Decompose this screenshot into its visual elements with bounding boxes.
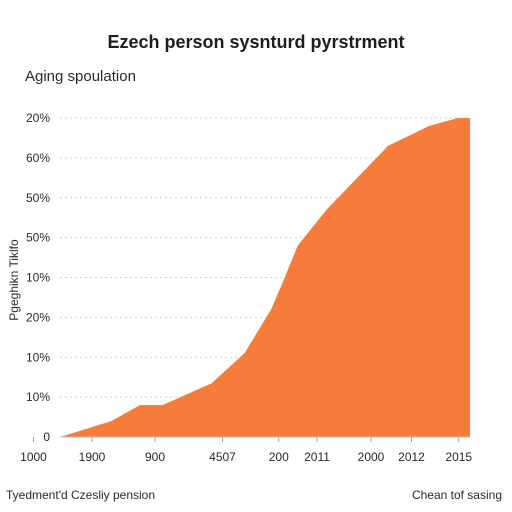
x-tick-label: 2012 bbox=[398, 450, 425, 464]
y-tick-label: 20% bbox=[26, 310, 50, 324]
data-area bbox=[60, 118, 470, 437]
chart-title: Ezech person sysnturd pyrstrment bbox=[107, 32, 405, 52]
footer-right-note: Chean tof sasing bbox=[411, 488, 502, 502]
y-tick-label: 50% bbox=[26, 191, 50, 205]
y-tick-label: 10% bbox=[26, 390, 50, 404]
x-axis-ticks: 1000 1900 900 4507 200 2011 2000 2012 2015 bbox=[20, 437, 472, 464]
x-tick-label: 2015 bbox=[445, 450, 472, 464]
x-tick-label: 900 bbox=[145, 450, 165, 464]
y-tick-label: 50% bbox=[26, 231, 50, 245]
x-tick-label: 200 bbox=[269, 450, 289, 464]
y-tick-label: 10% bbox=[26, 350, 50, 364]
y-tick-label: 10% bbox=[26, 271, 50, 285]
footer-left-note: Tyedment'd Czesliy pension bbox=[6, 488, 156, 502]
x-tick-label: 2000 bbox=[358, 450, 385, 464]
y-tick-label: 0 bbox=[43, 430, 50, 444]
chart-subtitle: Aging spoulation bbox=[25, 68, 136, 85]
x-tick-label: 1000 bbox=[20, 450, 47, 464]
y-tick-label: 60% bbox=[26, 151, 50, 165]
x-tick-label: 4507 bbox=[209, 450, 236, 464]
y-tick-label: 20% bbox=[26, 111, 50, 125]
y-axis-ticks: 0 10% 10% 20% 10% 50% 50% 60% 20% bbox=[26, 111, 50, 444]
x-tick-label: 2011 bbox=[304, 450, 330, 464]
x-tick-label: 1900 bbox=[79, 450, 106, 464]
